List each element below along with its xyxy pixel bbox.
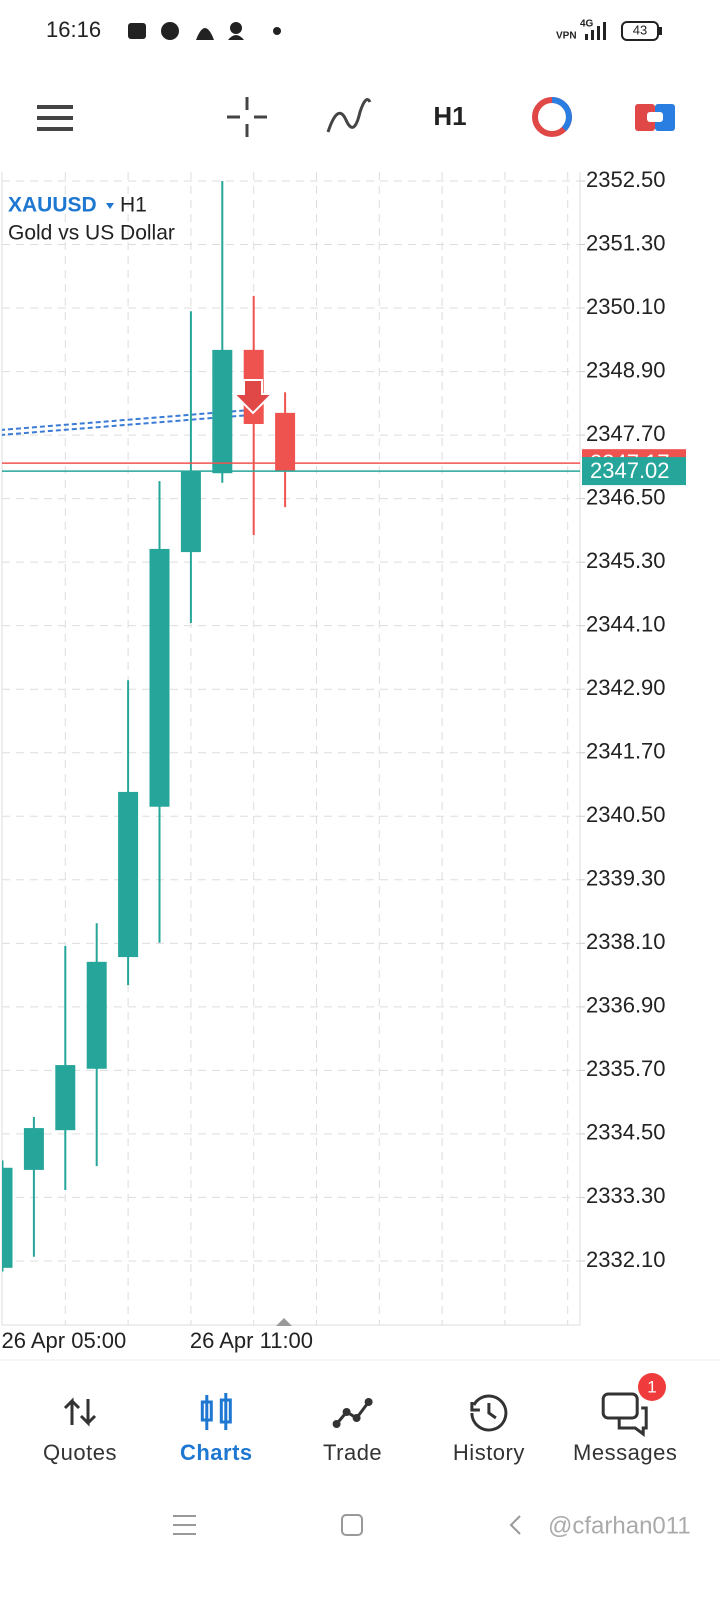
bid-label: 2347.02	[590, 458, 670, 483]
y-tick-label: 2338.10	[586, 929, 666, 954]
menu-button[interactable]	[37, 105, 73, 131]
y-tick-label: 2347.70	[586, 421, 666, 446]
y-tick-label: 2352.50	[586, 167, 666, 192]
candle-body	[86, 961, 107, 1069]
y-tick-label: 2335.70	[586, 1056, 666, 1081]
y-tick-label: 2341.70	[586, 739, 666, 764]
y-tick-label: 2342.90	[586, 675, 666, 700]
candle-body	[149, 548, 170, 807]
y-tick-label: 2348.90	[586, 357, 666, 382]
status-icons	[128, 21, 662, 41]
y-tick-label: 2336.90	[586, 993, 666, 1018]
nav-item[interactable]: Charts	[180, 1393, 253, 1465]
y-tick-label: 2340.50	[586, 802, 666, 827]
y-tick-label: 2332.10	[586, 1247, 666, 1272]
scroll-marker[interactable]	[276, 1318, 292, 1326]
symbol-description: Gold vs US Dollar	[8, 222, 175, 245]
candles	[2, 180, 296, 1272]
price-axis: 2352.50 2351.30 2350.10 2348.90 2347.70 2346.…	[580, 167, 686, 1272]
candle-body	[55, 1065, 76, 1131]
nav-item[interactable]: Quotes	[43, 1397, 117, 1465]
indicators-button[interactable]	[326, 98, 372, 133]
candle-body	[118, 791, 139, 958]
trade-icon	[364, 1398, 373, 1406]
watermark: @cfarhan011	[548, 1512, 691, 1539]
y-tick-label: 2350.10	[586, 294, 666, 319]
plot-area	[2, 180, 580, 1272]
trade-icon	[335, 1401, 370, 1425]
nav-label: Trade	[323, 1440, 382, 1465]
y-tick-label: 2344.10	[586, 611, 666, 636]
badge	[638, 1373, 666, 1401]
nav-label: Quotes	[43, 1440, 117, 1465]
candle-body	[212, 349, 233, 474]
y-tick-label: 2333.30	[586, 1183, 666, 1208]
vertical-grid	[64, 172, 569, 1325]
history-icon	[470, 1394, 508, 1432]
y-tick-label: 2339.30	[586, 866, 666, 891]
trade-icon	[332, 1420, 341, 1428]
nav-item[interactable]: Messages	[573, 1392, 677, 1465]
x-tick-label: 26 Apr 11:00	[190, 1328, 313, 1353]
crosshair-button[interactable]	[227, 97, 267, 137]
y-tick-label: 2345.30	[586, 548, 666, 573]
symbol[interactable]: XAUUSD	[8, 194, 97, 217]
messages-icon	[617, 1406, 648, 1437]
candle-body	[23, 1128, 44, 1170]
clock: 16:16	[46, 17, 101, 42]
bottom-nav: Quotes Charts Trade History Messages 1	[43, 1373, 677, 1465]
objects-button[interactable]	[532, 97, 572, 137]
x-tick-label: 26 Apr 05:00	[2, 1328, 127, 1353]
candle-body	[2, 1167, 13, 1268]
symbol-info: XAUUSD H1 Gold vs US Dollar	[8, 194, 175, 245]
nav-label: Charts	[180, 1440, 253, 1465]
nav-item[interactable]: Trade	[323, 1398, 382, 1465]
trade-button[interactable]	[635, 104, 675, 131]
sell-marker	[231, 379, 275, 415]
trade-icon	[342, 1408, 351, 1416]
timeframe-button[interactable]: H1	[433, 101, 466, 131]
quotes-icon	[63, 1397, 97, 1427]
trade-icon	[352, 1414, 361, 1422]
bid-label-box	[582, 457, 686, 486]
candle-body	[180, 471, 201, 553]
symbol-dropdown[interactable]	[106, 203, 114, 209]
messages-icon	[601, 1392, 639, 1420]
system-nav	[173, 1514, 521, 1536]
nav-label: Messages	[573, 1440, 677, 1465]
candle-body	[275, 412, 296, 472]
y-tick-label: 2351.30	[586, 230, 666, 255]
charts-icon	[205, 1393, 228, 1430]
grid	[2, 180, 580, 1262]
nav-item[interactable]: History	[453, 1394, 525, 1465]
network-label: 4G	[580, 19, 594, 30]
battery-level: 43	[633, 22, 647, 37]
y-tick-label: 2346.50	[586, 484, 666, 509]
vpn-label: VPN	[556, 31, 577, 42]
badge-count: 1	[647, 1377, 656, 1396]
timeframe-label: H1	[120, 194, 147, 217]
nav-label: History	[453, 1440, 525, 1465]
trade-lines	[2, 409, 251, 436]
price-lines	[2, 462, 580, 472]
y-tick-label: 2334.50	[586, 1120, 666, 1145]
